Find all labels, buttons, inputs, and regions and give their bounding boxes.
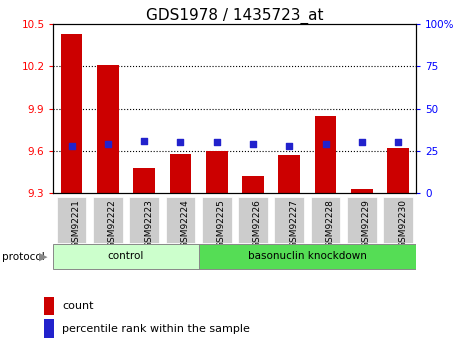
Bar	[97, 65, 119, 193]
Text: GSM92229: GSM92229	[362, 199, 371, 248]
Point	[213, 140, 220, 145]
Text: GSM92226: GSM92226	[253, 199, 262, 248]
FancyBboxPatch shape	[383, 197, 413, 243]
Text: GSM92222: GSM92222	[108, 199, 117, 248]
Point	[249, 141, 257, 147]
Text: control: control	[108, 251, 144, 261]
Text: count: count	[62, 301, 93, 311]
FancyBboxPatch shape	[202, 197, 232, 243]
Bar	[387, 148, 409, 193]
Bar	[170, 154, 191, 193]
Text: GSM92228: GSM92228	[326, 199, 334, 248]
Text: GSM92223: GSM92223	[144, 199, 153, 248]
Text: GSM92227: GSM92227	[289, 199, 298, 248]
Point	[358, 140, 365, 145]
Text: basonuclin knockdown: basonuclin knockdown	[248, 251, 367, 261]
Bar	[206, 151, 227, 193]
FancyBboxPatch shape	[274, 197, 304, 243]
Bar	[315, 116, 336, 193]
Title: GDS1978 / 1435723_at: GDS1978 / 1435723_at	[146, 8, 324, 24]
FancyBboxPatch shape	[93, 197, 123, 243]
FancyBboxPatch shape	[238, 197, 268, 243]
Bar	[351, 189, 372, 193]
FancyBboxPatch shape	[57, 197, 86, 243]
Text: ▶: ▶	[39, 252, 47, 262]
Bar	[61, 34, 82, 193]
Text: GSM92224: GSM92224	[180, 199, 189, 248]
Text: GSM92225: GSM92225	[217, 199, 226, 248]
Text: percentile rank within the sample: percentile rank within the sample	[62, 324, 250, 334]
Point	[177, 140, 184, 145]
Text: GSM92221: GSM92221	[72, 199, 80, 248]
Bar	[44, 319, 54, 338]
FancyBboxPatch shape	[311, 197, 340, 243]
FancyBboxPatch shape	[166, 197, 195, 243]
Bar	[199, 244, 416, 269]
Bar	[53, 244, 199, 269]
Bar	[133, 168, 155, 193]
FancyBboxPatch shape	[129, 197, 159, 243]
Text: GSM92230: GSM92230	[398, 199, 407, 248]
Point	[286, 143, 293, 149]
Bar	[279, 155, 300, 193]
Text: protocol: protocol	[2, 252, 45, 262]
Point	[68, 143, 75, 149]
Bar	[242, 176, 264, 193]
Point	[140, 138, 148, 144]
FancyBboxPatch shape	[347, 197, 377, 243]
Point	[394, 140, 402, 145]
Bar	[44, 297, 54, 315]
Point	[104, 141, 112, 147]
Point	[322, 141, 329, 147]
